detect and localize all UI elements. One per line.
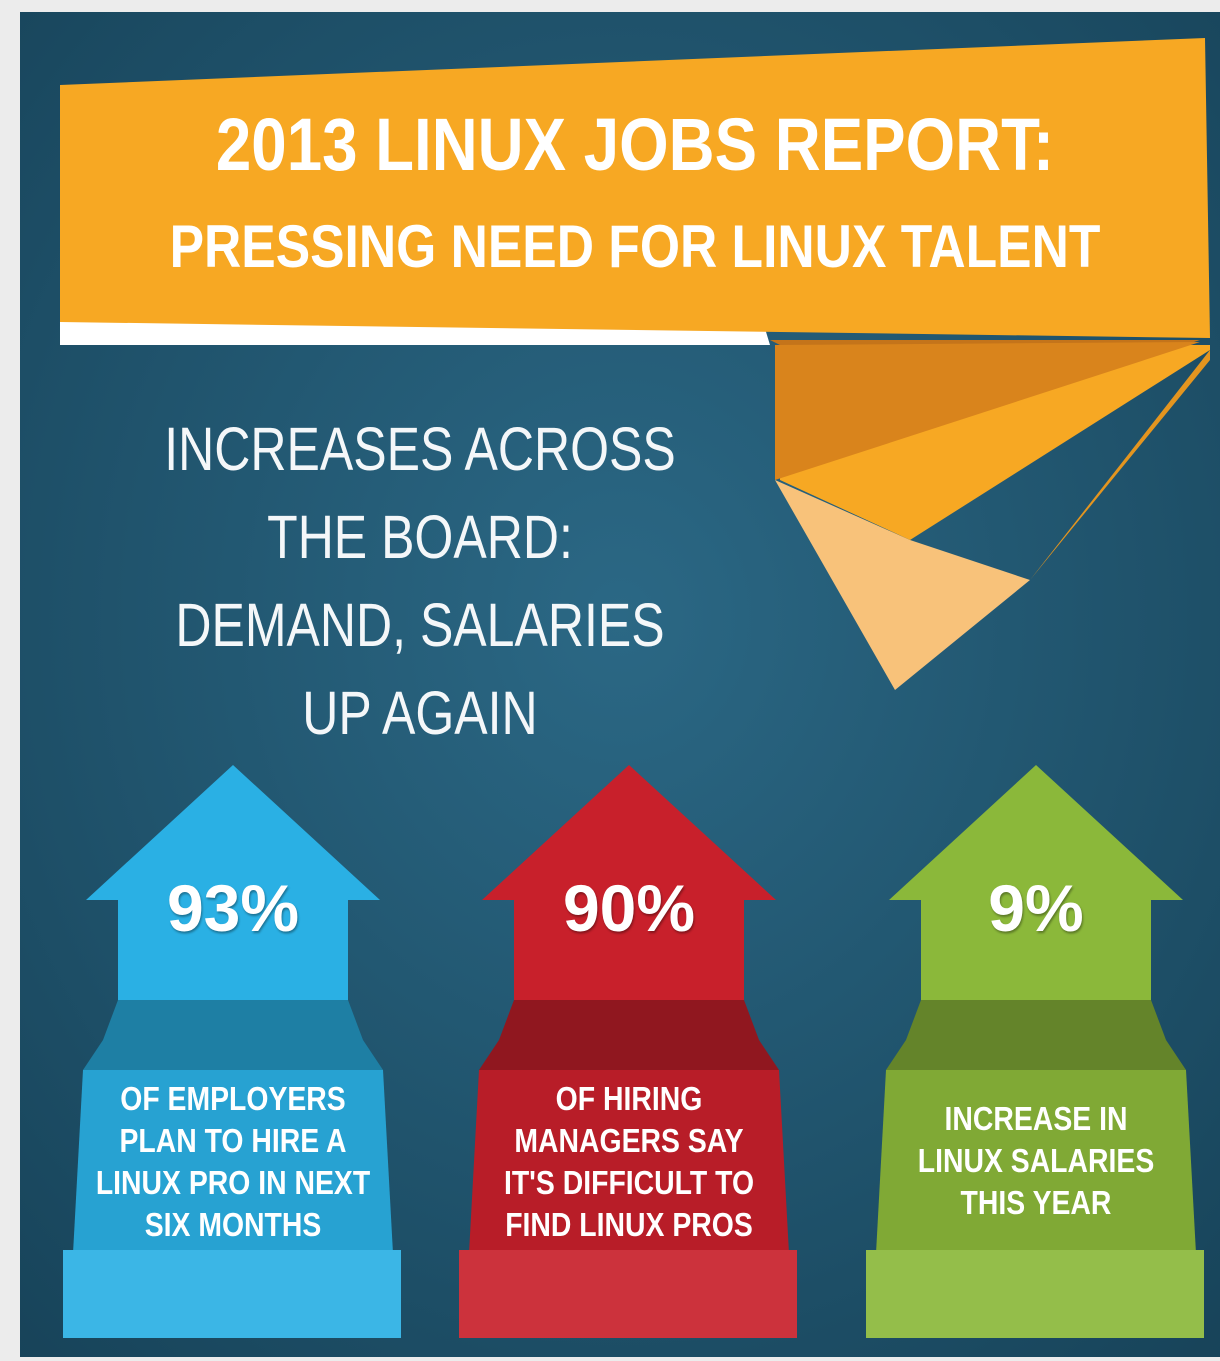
title-banner xyxy=(60,38,1210,690)
headline-line: UP AGAIN xyxy=(302,679,538,747)
arrow-head xyxy=(889,765,1183,1000)
stat-description-line: OF EMPLOYERS xyxy=(120,1080,346,1117)
arrow-stem xyxy=(874,1070,1198,1290)
arrow-dark-band xyxy=(886,1000,1186,1070)
stat-value-hiring-managers: 90% xyxy=(562,871,696,945)
stat-description-line: MANAGERS SAY xyxy=(514,1122,744,1159)
stat-description-salaries: INCREASE IN LINUX SALARIES THIS YEAR xyxy=(898,1098,1173,1224)
stat-description-line: THIS YEAR xyxy=(960,1184,1112,1221)
arrow-head xyxy=(86,765,380,1000)
arrow-stem xyxy=(71,1070,395,1290)
stat-description-line: LINUX SALARIES xyxy=(917,1142,1155,1179)
arrow-salary-increase xyxy=(866,765,1204,1338)
arrow-employers-hiring xyxy=(63,765,401,1338)
stat-value-employers: 93% xyxy=(166,871,300,945)
banner-fold-mid xyxy=(775,342,1200,480)
stat-description-hiring-managers: OF HIRING MANAGERS SAY IT'S DIFFICULT TO… xyxy=(491,1078,766,1246)
report-subtitle: PRESSING NEED FOR LINUX TALENT xyxy=(169,213,1101,280)
stat-description-line: PLAN TO HIRE A xyxy=(119,1122,347,1159)
stat-description-employers: OF EMPLOYERS PLAN TO HIRE A LINUX PRO IN… xyxy=(95,1078,370,1246)
headline-line: THE BOARD: xyxy=(267,503,573,571)
stat-description-line: IT'S DIFFICULT TO xyxy=(503,1164,755,1201)
stat-description-line: LINUX PRO IN NEXT xyxy=(95,1164,371,1201)
banner-fold-edge xyxy=(775,350,1210,580)
arrow-base xyxy=(459,1250,797,1338)
banner-fold-tail xyxy=(775,480,1030,690)
arrow-base xyxy=(63,1250,401,1338)
stat-value-salaries: 9% xyxy=(988,871,1084,945)
headline: INCREASES ACROSS THE BOARD: DEMAND, SALA… xyxy=(125,405,715,757)
stat-description-line: FIND LINUX PROS xyxy=(505,1206,753,1243)
arrow-stem xyxy=(467,1070,791,1290)
stat-description-line: OF HIRING xyxy=(555,1080,703,1117)
arrow-dark-band xyxy=(83,1000,383,1070)
arrow-hiring-managers xyxy=(459,765,797,1338)
arrow-dark-band xyxy=(479,1000,779,1070)
arrow-head xyxy=(482,765,776,1000)
banner-main xyxy=(60,38,1210,338)
report-title: 2013 LINUX JOBS REPORT: xyxy=(215,103,1055,186)
stat-description-line: INCREASE IN xyxy=(944,1100,1128,1137)
stat-description-line: SIX MONTHS xyxy=(144,1206,322,1243)
headline-line: DEMAND, SALARIES xyxy=(175,591,665,659)
arrow-base xyxy=(866,1250,1204,1338)
headline-line: INCREASES ACROSS xyxy=(164,415,676,483)
